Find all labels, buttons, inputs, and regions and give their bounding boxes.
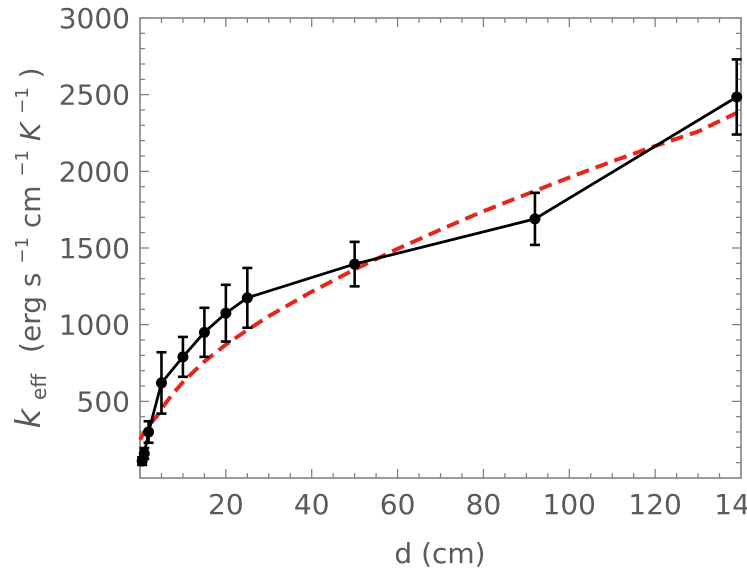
y-axis-label-k2: K	[14, 120, 47, 141]
y-axis-label-symbol: k	[9, 408, 49, 429]
x-tick-label: 100	[543, 488, 596, 521]
data-point	[138, 447, 150, 459]
y-tick-label: 3000	[59, 2, 130, 35]
data-point	[220, 307, 232, 319]
data-point	[731, 91, 743, 103]
y-tick-labels: 500 1000 1500 2000 2500 3000	[59, 2, 130, 418]
data-point	[155, 377, 167, 389]
x-tick-labels: 20 40 60 80 100 120 140	[208, 488, 747, 521]
axis-ticks	[139, 17, 742, 478]
data-point	[529, 213, 541, 225]
fit-layer	[138, 108, 742, 441]
y-tick-label: 500	[77, 385, 130, 418]
plot-frame	[139, 17, 742, 479]
data-layer	[136, 58, 743, 467]
data-point	[241, 292, 253, 304]
y-axis-label-exp1: −1	[12, 237, 33, 264]
y-axis-label-units-open: (erg s	[14, 273, 47, 353]
y-tick-label: 2000	[59, 155, 130, 188]
y-axis-label-subscript: eff	[27, 373, 51, 400]
fit-curve	[138, 108, 742, 441]
x-tick-label: 20	[208, 488, 244, 521]
data-line	[140, 95, 738, 462]
y-axis-label: k eff (erg s −1 cm −1 K −1 )	[2, 67, 53, 428]
y-tick-label: 1500	[59, 232, 130, 265]
data-point	[198, 326, 210, 338]
x-tick-label: 120	[628, 488, 681, 521]
data-point	[177, 351, 189, 363]
y-axis-label-units-close: )	[14, 67, 47, 78]
y-axis-label-mid: cm	[14, 185, 47, 228]
x-tick-label: 40	[294, 488, 330, 521]
y-axis-label-exp3: −1	[12, 87, 33, 114]
x-axis-label: d (cm)	[394, 537, 485, 570]
y-tick-label: 1000	[59, 309, 130, 342]
data-point	[349, 258, 361, 270]
y-tick-label: 2500	[59, 79, 130, 112]
x-tick-label: 80	[466, 488, 502, 521]
data-point	[143, 426, 155, 438]
x-tick-label: 60	[380, 488, 416, 521]
x-tick-label: 140	[714, 488, 747, 521]
y-axis-label-exp2: −1	[12, 150, 33, 177]
